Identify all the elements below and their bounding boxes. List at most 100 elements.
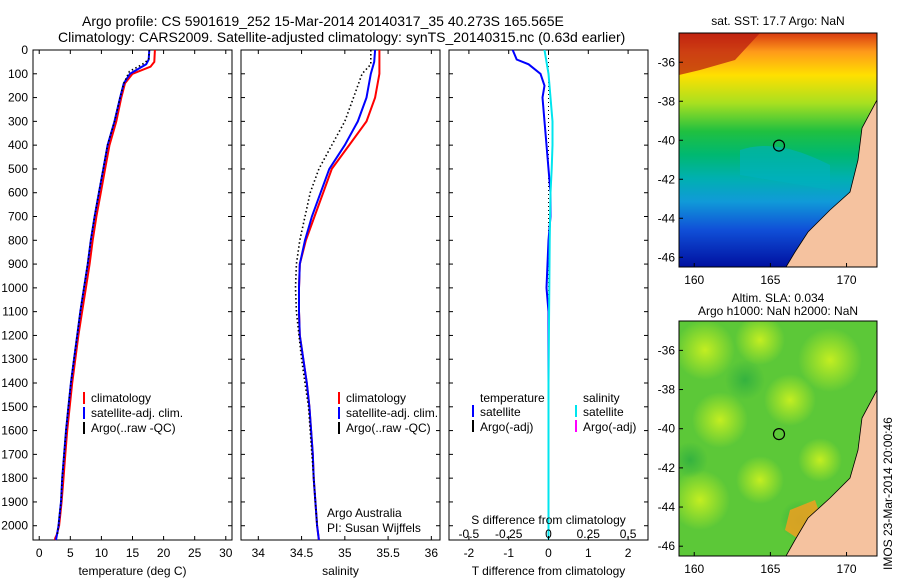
- depth-tick-label: 1900: [1, 495, 28, 509]
- legend-label-satellite: satellite-adj. clim.: [346, 406, 438, 420]
- legend-label-salinity-satellite: satellite: [583, 405, 624, 419]
- legend-title-salinity: salinity: [583, 391, 620, 405]
- sla-map-title: Altim. SLA: 0.034: [732, 291, 825, 305]
- sst-warm-patch: [679, 33, 760, 75]
- sla-map-frame: [678, 320, 878, 557]
- s-difference-label: S difference from climatology: [471, 513, 626, 527]
- s-difference-tick-label: 0.25: [577, 527, 601, 541]
- depth-tick-label: 900: [8, 257, 28, 271]
- x-tick-label: -2: [464, 546, 475, 560]
- lat-tick-label: -42: [658, 172, 676, 186]
- lat-tick-label: -46: [658, 539, 676, 553]
- depth-tick-label: 1600: [1, 424, 28, 438]
- depth-tick-label: 1800: [1, 471, 28, 485]
- x-tick-label: 0: [36, 546, 43, 560]
- legend-label-temperature-satellite: satellite: [480, 405, 521, 419]
- depth-tick-label: 300: [8, 114, 28, 128]
- figure-title-line1: Argo profile: CS 5901619_252 15-Mar-2014…: [82, 13, 564, 29]
- s-difference-tick-label: -0.25: [495, 527, 523, 541]
- s-difference-tick-label: 0.5: [620, 527, 637, 541]
- depth-tick-label: 0: [21, 43, 28, 57]
- x-tick-label: -1: [503, 546, 514, 560]
- lat-tick-label: -44: [658, 211, 676, 225]
- sla-map: Altim. SLA: 0.034 Argo h1000: NaN h2000:…: [658, 291, 878, 576]
- depth-axis: 0 100 200 300 400 500 600 700 800 900 1000 1100 1200…: [1, 43, 648, 533]
- sst-map-title: sat. SST: 17.7 Argo: NaN: [711, 14, 844, 28]
- nz-landmass: [785, 389, 877, 556]
- sla-blob: [736, 456, 784, 504]
- lat-tick-label: -46: [658, 250, 676, 264]
- x-tick-label: 35: [338, 546, 352, 560]
- x-tick-label: 15: [126, 546, 140, 560]
- sla-blob: [679, 470, 730, 530]
- lat-tick-label: -40: [658, 422, 676, 436]
- x-tick-label: 2: [625, 546, 632, 560]
- lat-tick-label: -44: [658, 500, 676, 514]
- x-tick-label: 10: [95, 546, 109, 560]
- difference-panel: -2 -1 0 1 2 T difference from climatology: [448, 49, 649, 578]
- difference-legend: temperature satellite Argo(-adj) salinit…: [472, 391, 636, 434]
- x-axis-label: temperature (deg C): [78, 564, 186, 578]
- depth-tick-label: 600: [8, 186, 28, 200]
- sla-blob-dark: [679, 442, 708, 478]
- sla-blob-dark: [725, 360, 765, 400]
- x-axis-label: T difference from climatology: [472, 564, 626, 578]
- x-tick-label: 20: [157, 546, 171, 560]
- x-tick-label: 30: [219, 546, 233, 560]
- sla-blob: [764, 374, 816, 426]
- x-tick-label: 35.5: [376, 546, 400, 560]
- depth-tick-label: 2000: [1, 519, 28, 533]
- sla-blob: [798, 438, 842, 482]
- lon-tick-label: 165: [760, 562, 780, 576]
- temperature-panel: 0 5 10 15 20 25 30 temperature (deg C): [32, 49, 233, 578]
- x-tick-label: 25: [188, 546, 202, 560]
- sla-blob: [679, 321, 735, 380]
- lon-tick-label: 170: [837, 562, 857, 576]
- sst-map: sat. SST: 17.7 Argo: NaN 160 165 170 -36 -38…: [658, 14, 878, 287]
- depth-tick-label: 500: [8, 162, 28, 176]
- x-tick-label: 0: [545, 546, 552, 560]
- temperature-legend: climatology satellite-adj. clim. Argo(..…: [83, 391, 183, 435]
- x-tick-label: 34: [252, 546, 266, 560]
- temperature-plot-frame: [32, 49, 233, 541]
- salinity-panel: 34 34.5 35 35.5 36 salinity: [240, 49, 441, 578]
- x-axis-label: salinity: [322, 564, 359, 578]
- legend-title-temperature: temperature: [480, 391, 545, 405]
- depth-tick-label: 1700: [1, 447, 28, 461]
- legend-label-climatology: climatology: [346, 391, 406, 405]
- lat-tick-label: -38: [658, 94, 676, 108]
- series-line-argo-raw-qc-: [294, 50, 372, 526]
- depth-tick-label: 1200: [1, 328, 28, 342]
- lon-tick-label: 160: [684, 273, 704, 287]
- depth-tick-label: 400: [8, 138, 28, 152]
- sla-map-subtitle: Argo h1000: NaN h2000: NaN: [698, 304, 858, 318]
- series-line-satellite: [543, 49, 554, 540]
- legend-label-satellite: satellite-adj. clim.: [91, 406, 183, 420]
- x-tick-label: 1: [585, 546, 592, 560]
- sla-blob: [798, 328, 862, 392]
- imos-timestamp: IMOS 23-Mar-2014 20:00:46: [881, 417, 895, 570]
- legend-label-argo: Argo(..raw -QC): [91, 421, 176, 435]
- lon-tick-label: 165: [760, 273, 780, 287]
- sla-warm-patch: [785, 500, 822, 540]
- lon-tick-label: 160: [684, 562, 704, 576]
- sla-blob: [692, 392, 748, 448]
- depth-tick-label: 1000: [1, 281, 28, 295]
- lat-tick-label: -40: [658, 133, 676, 147]
- legend-label-salinity-argo: Argo(-adj): [583, 420, 636, 434]
- sla-blob: [735, 321, 785, 365]
- depth-tick-label: 1300: [1, 352, 28, 366]
- lat-tick-label: -36: [658, 55, 676, 69]
- figure-title-line2: Climatology: CARS2009. Satellite-adjuste…: [58, 29, 625, 45]
- depth-tick-label: 1400: [1, 376, 28, 390]
- legend-label-argo: Argo(..raw -QC): [346, 421, 431, 435]
- lat-tick-label: -42: [658, 461, 676, 475]
- lon-tick-label: 170: [837, 273, 857, 287]
- x-tick-label: 34.5: [290, 546, 314, 560]
- legend-label-climatology: climatology: [91, 391, 151, 405]
- depth-tick-label: 1500: [1, 400, 28, 414]
- legend-label-temperature-argo: Argo(-adj): [480, 420, 533, 434]
- x-tick-label: 5: [67, 546, 74, 560]
- salinity-plot-frame: [240, 49, 441, 541]
